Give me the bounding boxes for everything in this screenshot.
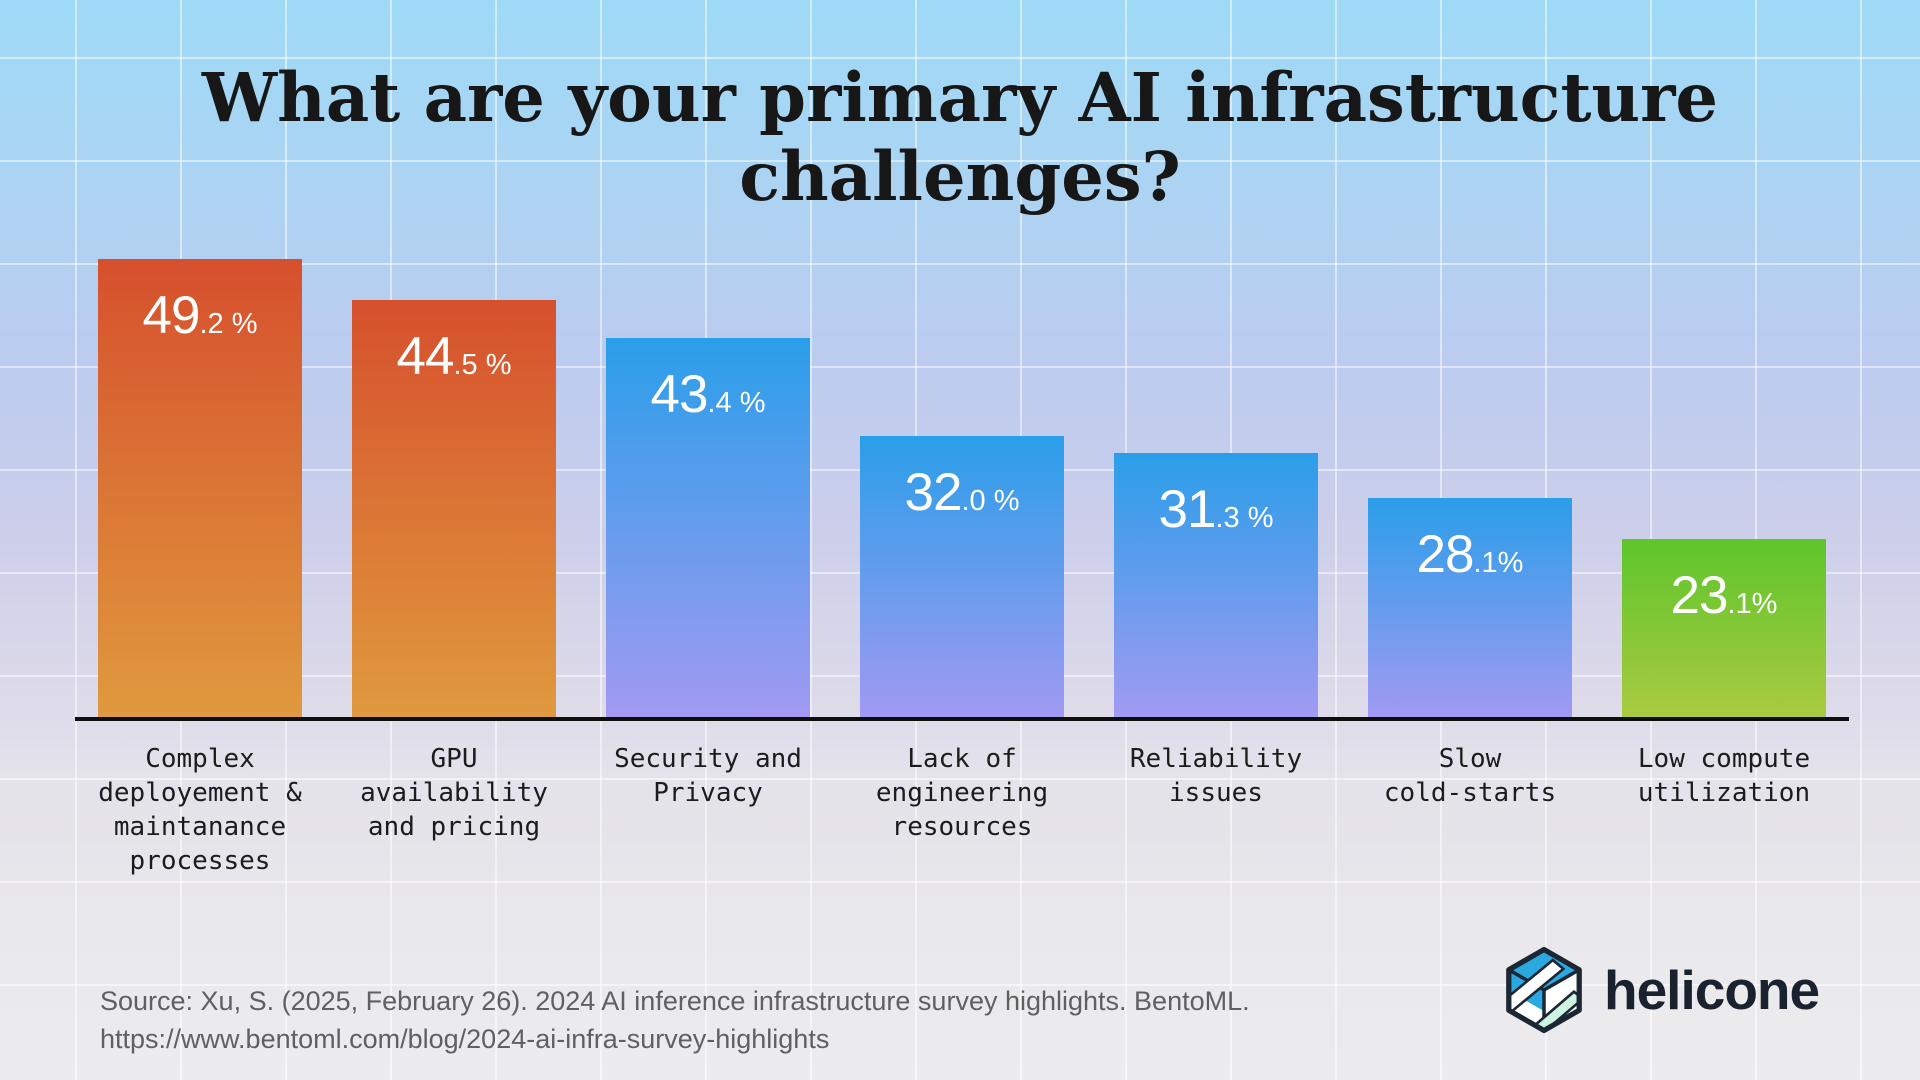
x-axis-line [75,717,1849,721]
bar-category-label: Complex deployement & maintanance proces… [98,744,302,876]
bar-category-label: Low compute utilization [1637,744,1811,808]
category-axis-labels: Complex deployement & maintanance proces… [98,742,1826,878]
source-citation-line1: Source: Xu, S. (2025, February 26). 2024… [100,986,1250,1016]
bar-category-label: Reliability issues [1129,744,1303,808]
bar-7: 23.1% [1622,539,1826,719]
brand-logo: helicone [1500,946,1820,1034]
bar-category-label: Security and Privacy [614,744,802,808]
bar-value-label: 49.2 % [142,286,258,345]
bar-category-label: Lack of engineering resources [875,744,1049,842]
bar-value-label: 43.4 % [650,365,766,424]
bar-6: 28.1% [1368,498,1572,719]
bar-category-label: GPU availability and pricing [360,744,548,842]
bar-chart-plot-area: 49.2 % 44.5 % 43.4 % 32.0 % 31.3 % 28.1% 23.1% [98,0,1826,719]
bar-5: 31.3 % [1114,453,1318,719]
chart-title: What are your primary AI infrastructure … [201,58,1719,216]
bar-2: 44.5 % [352,300,556,719]
bar-1: 49.2 % [98,259,302,719]
bar-value-label: 28.1% [1416,525,1524,584]
bar-4: 32.0 % [860,436,1064,719]
bar-value-label: 44.5 % [396,327,512,386]
source-citation-line2: https://www.bentoml.com/blog/2024-ai-inf… [100,1024,830,1054]
bar-category-label: Slow cold-starts [1383,744,1557,808]
bar-value-label: 31.3 % [1158,480,1274,539]
source-citation: Source: Xu, S. (2025, February 26). 2024… [100,982,1250,1058]
brand-wordmark: helicone [1604,959,1820,1021]
bar-value-label: 23.1% [1670,566,1778,625]
bar-value-label: 32.0 % [904,463,1020,522]
helicone-cube-icon [1506,946,1582,1034]
bar-3: 43.4 % [606,338,810,719]
